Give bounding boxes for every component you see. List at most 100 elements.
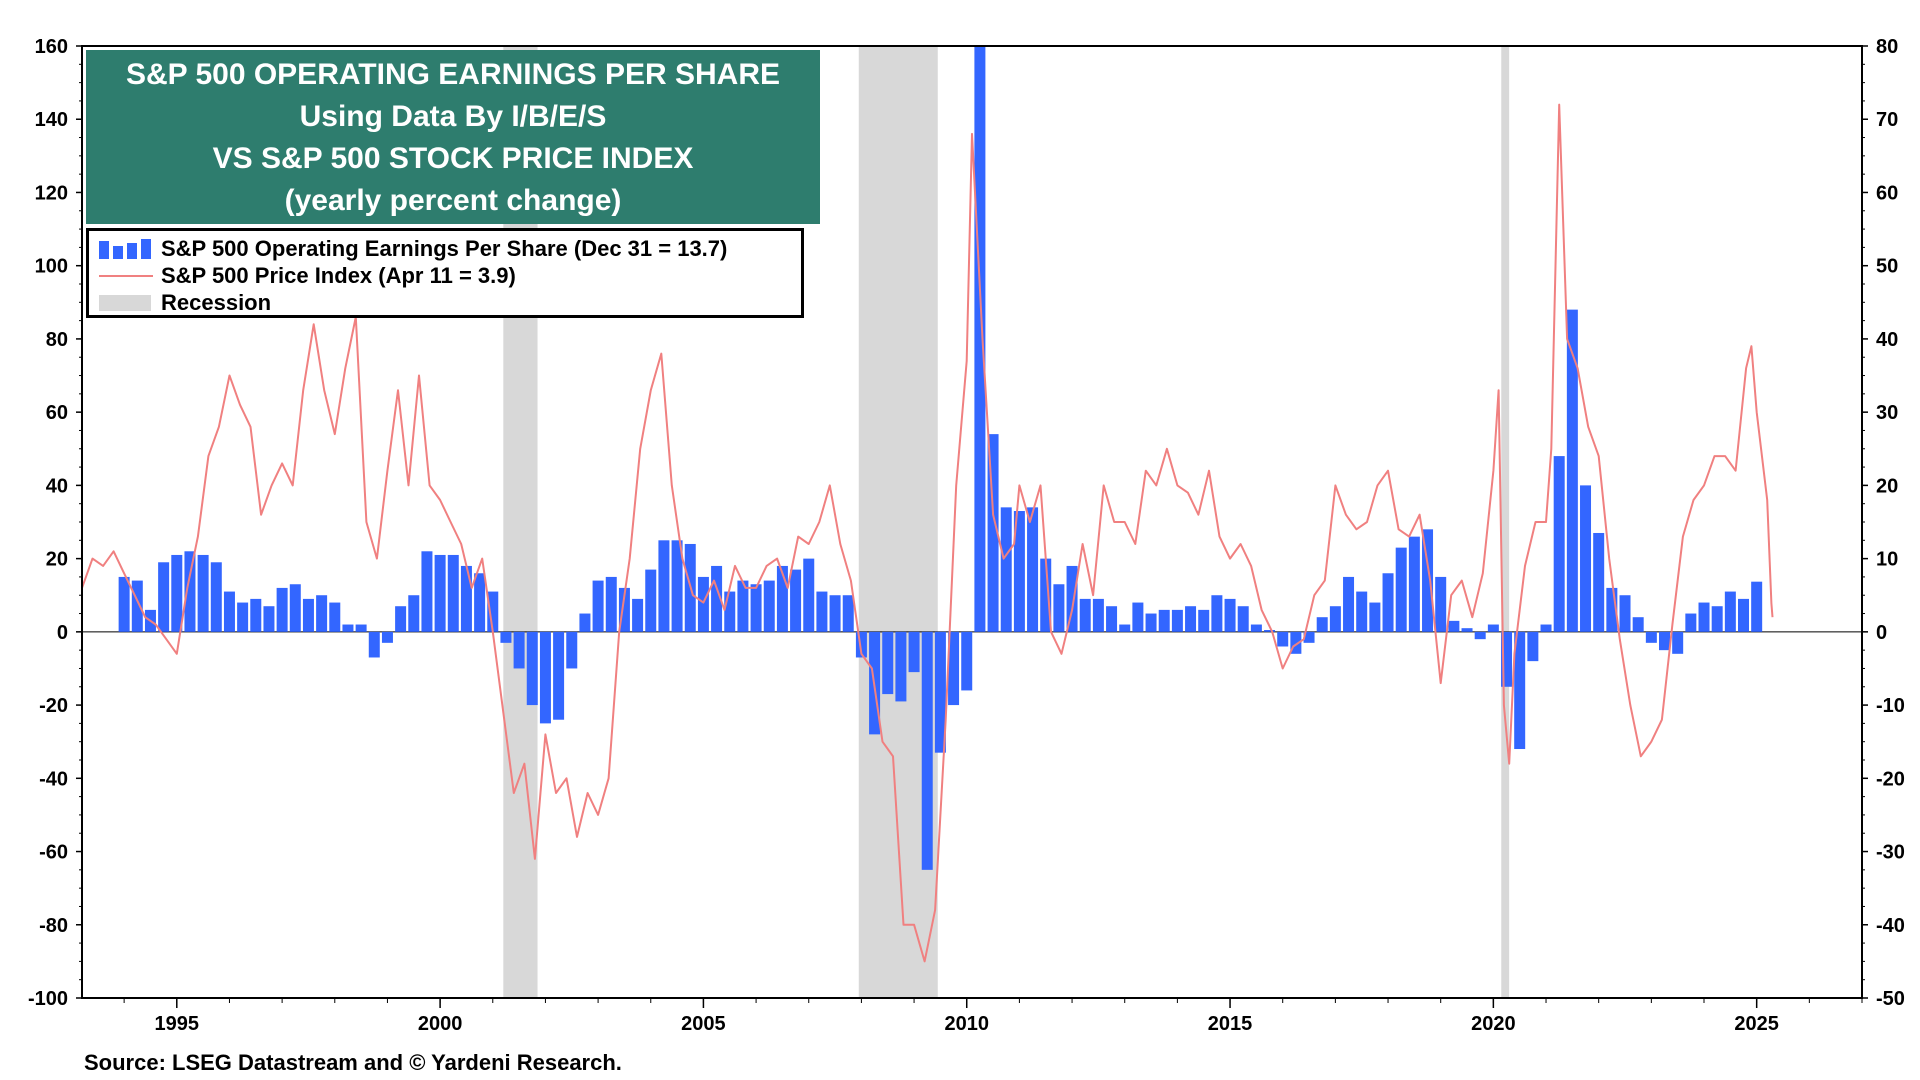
eps-bar [381,631,393,643]
y-right-tick-label: 20 [1876,475,1898,497]
eps-bar [1448,620,1460,632]
eps-bar [1382,573,1394,632]
eps-bar [1501,631,1513,687]
eps-bar [1224,598,1236,632]
eps-bar [118,576,130,632]
x-tick-label: 2015 [1208,1013,1253,1035]
eps-bar [1619,595,1631,632]
eps-bar [526,631,538,706]
eps-bar [1250,624,1262,632]
y-right-tick-label: -10 [1876,695,1905,717]
eps-bar [803,558,815,632]
eps-bar [1738,598,1750,632]
eps-bar [1145,613,1157,632]
eps-bar [1369,602,1381,632]
eps-bar [1329,606,1341,632]
eps-bar [1724,591,1736,632]
eps-bar [158,562,170,632]
eps-bar [1632,617,1644,632]
y-right-tick-label: 50 [1876,256,1898,278]
eps-bar [737,580,749,632]
legend-label-price: S&P 500 Price Index (Apr 11 = 3.9) [161,263,516,288]
x-tick-label: 1995 [155,1013,200,1035]
eps-bar [184,551,196,632]
y-right-tick-label: 70 [1876,109,1898,131]
legend-label-recession: Recession [161,290,272,315]
eps-bar [1079,598,1091,632]
eps-bar [460,565,472,632]
eps-bar [434,554,446,632]
eps-bar [1751,581,1763,632]
price-index-line [81,103,1774,963]
eps-bar [974,46,986,632]
eps-bar [289,584,301,632]
y-right-tick-label: -50 [1876,988,1905,1010]
eps-bar [1698,602,1710,632]
eps-bar [276,587,288,632]
legend: S&P 500 Operating Earnings Per Share (De… [86,228,804,318]
eps-bar [513,631,525,669]
eps-bar [131,580,143,632]
eps-bar [895,631,907,702]
eps-bar [1027,507,1039,632]
eps-bar [1527,631,1539,662]
eps-bar [368,631,380,658]
eps-bar [447,554,459,632]
eps-bar [908,631,920,673]
eps-bar [1264,630,1276,632]
price-line-layer [81,103,1774,963]
eps-bar [316,595,328,632]
y-left-tick-label: 0 [57,622,68,644]
eps-bar [645,569,657,632]
eps-bar [250,598,262,632]
eps-bar [1092,598,1104,632]
y-right-tick-label: -30 [1876,842,1905,864]
eps-bar [1395,547,1407,632]
y-left-tick-label: 100 [35,256,68,278]
eps-bar [697,576,709,632]
eps-bar [500,631,512,643]
line-swatch-icon [99,275,153,277]
recession-band [1501,46,1510,998]
eps-bar [1435,576,1447,632]
eps-bar [724,591,736,632]
eps-bar [842,595,854,632]
eps-bar [658,540,670,632]
eps-bar [171,554,183,632]
eps-bar [579,613,591,632]
eps-bar [1343,576,1355,632]
y-left-tick-label: 60 [46,402,68,424]
eps-bar [1013,511,1025,632]
chart-title-line-1: S&P 500 OPERATING EARNINGS PER SHARE [125,58,781,91]
eps-bar [671,540,683,632]
axes: -100-80-60-40-20020406080100120140160-50… [28,36,1905,1035]
eps-bar [816,591,828,632]
x-tick-label: 2025 [1734,1013,1779,1035]
eps-bar [197,554,209,632]
x-tick-label: 2005 [681,1013,726,1035]
eps-bar [1158,609,1170,632]
eps-bar [1553,456,1565,632]
recession-swatch-icon [99,295,151,311]
y-left-tick-label: 160 [35,36,68,58]
eps-bar [223,591,235,632]
y-right-tick-label: 80 [1876,36,1898,58]
eps-bar [1198,609,1210,632]
y-left-tick-label: -80 [39,915,68,937]
bar-swatch-icon [99,239,151,259]
eps-bar [1119,624,1131,632]
eps-bar [987,434,999,632]
y-right-tick-label: 30 [1876,402,1898,424]
x-tick-label: 2020 [1471,1013,1516,1035]
y-left-tick-label: -40 [39,768,68,790]
eps-bar [855,631,867,658]
source-note: Source: LSEG Datastream and © Yardeni Re… [84,1050,622,1075]
y-right-tick-label: 10 [1876,549,1898,571]
eps-bar [263,606,275,632]
eps-bar [210,562,222,632]
eps-bar [1514,631,1526,750]
eps-bar [776,565,788,632]
eps-bar [1211,595,1223,632]
eps-bar [592,580,604,632]
eps-bar [1132,602,1144,632]
